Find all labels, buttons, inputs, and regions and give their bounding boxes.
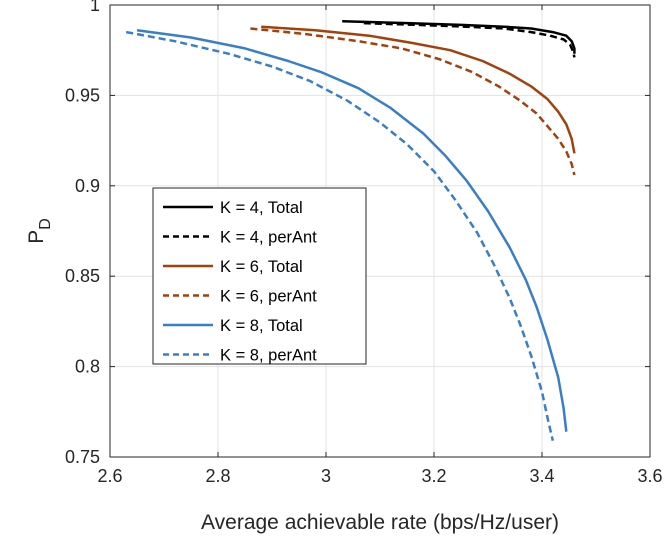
series-line-6 (125, 30, 555, 441)
tick-labels: 2.6 2.8 3 3.2 3.4 3.6 0.75 0.8 0.85 0.9 0.95 1 (65, 0, 663, 486)
series-group (125, 20, 576, 441)
x-tick-label: 3.2 (421, 466, 446, 486)
y-axis-label: PD (25, 218, 54, 244)
series-line-5 (136, 29, 568, 432)
series-line-3 (261, 25, 576, 154)
axes-frame (109, 4, 651, 458)
y-tick-label: 1 (90, 0, 100, 15)
x-tick-label: 3.6 (637, 466, 662, 486)
x-tick-label: 3 (321, 466, 331, 486)
y-tick-label: 0.75 (65, 447, 100, 467)
legend-box (152, 187, 367, 365)
y-tick-label: 0.85 (65, 266, 100, 286)
y-tick-label: 0.9 (75, 176, 100, 196)
legend: K = 4, Total K = 4, perAnt K = 6, Total K =… (152, 187, 367, 365)
x-tick-label: 2.8 (205, 466, 230, 486)
y-tick-label: 0.95 (65, 85, 100, 105)
axes (109, 4, 651, 458)
series-line-2 (363, 21, 576, 58)
x-tick-label: 2.6 (97, 466, 122, 486)
x-tick-label: 3.4 (529, 466, 554, 486)
series-line-4 (250, 27, 576, 176)
legend-items: K = 4, Total K = 4, perAnt K = 6, Total K =… (163, 199, 317, 365)
x-axis-label: Average achievable rate (bps/Hz/user) (201, 511, 559, 534)
legend-label-2: K = 4, perAnt (220, 229, 317, 247)
y-axis-label-sub: D (37, 218, 54, 230)
legend-label-5: K = 8, Total (220, 317, 303, 335)
series-line-1 (342, 20, 576, 54)
legend-label-6: K = 8, perAnt (220, 347, 317, 365)
y-axis-label-main: P (25, 230, 48, 244)
y-tick-label: 0.8 (75, 357, 100, 377)
legend-label-1: K = 4, Total (220, 199, 303, 217)
legend-label-4: K = 6, perAnt (220, 288, 317, 306)
legend-label-3: K = 6, Total (220, 258, 303, 276)
